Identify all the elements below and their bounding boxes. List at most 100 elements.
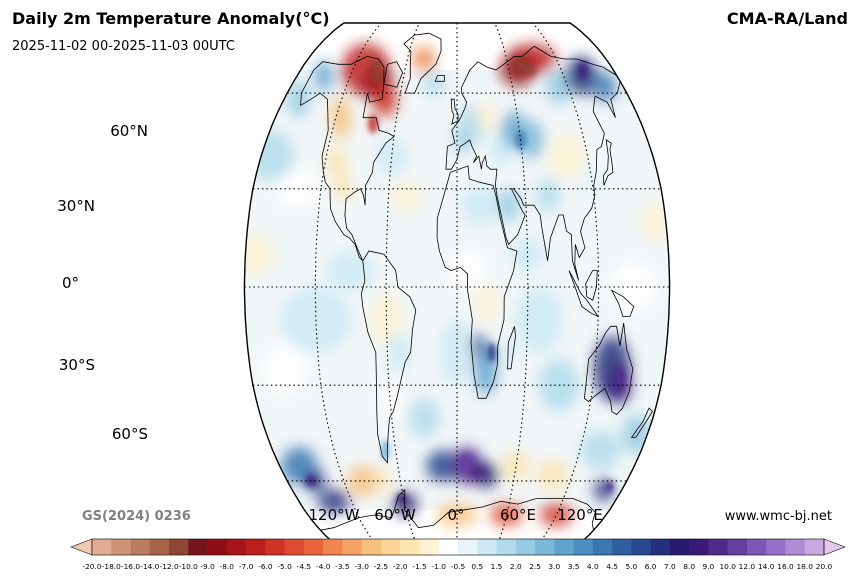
colorbar-swatch — [496, 539, 517, 555]
colorbar-swatch — [342, 539, 362, 555]
coastline-south-america — [360, 250, 417, 464]
colorbar-swatch — [323, 539, 343, 555]
anomaly-patch — [580, 430, 621, 470]
colorbar-swatch — [727, 539, 748, 555]
coastline-japan — [602, 139, 614, 186]
coastline-north-america — [300, 55, 395, 262]
colorbar-swatch — [554, 539, 574, 555]
anomaly-patch — [593, 72, 617, 102]
anomaly-patch — [325, 146, 348, 179]
anomaly-patch — [372, 468, 391, 494]
colorbar-tick-label: -16.0 — [120, 562, 141, 571]
colorbar-tick-label: -2.5 — [373, 562, 389, 571]
anomaly-core — [513, 56, 528, 73]
lat-label-60n: 60°N — [110, 122, 148, 140]
anomaly-patch — [515, 287, 563, 353]
lon-label-0: 0° — [447, 506, 465, 524]
colorbar-tick-label: 10.0 — [719, 562, 736, 571]
colorbar-swatch — [689, 539, 709, 555]
colorbar-swatch — [477, 539, 497, 555]
anomaly-patch — [409, 398, 440, 438]
anomaly-patch — [461, 185, 499, 225]
coastline-baffin — [383, 61, 404, 88]
lat-label-60s: 60°S — [111, 425, 148, 443]
lat-label-0: 0° — [61, 274, 79, 292]
anomaly-patch — [330, 96, 351, 140]
anomaly-patch — [511, 237, 544, 271]
colorbar-frame — [91, 538, 825, 556]
colorbar-swatch — [265, 539, 285, 555]
anomaly-core — [371, 67, 383, 84]
colorbar-extend-low — [70, 538, 93, 556]
colorbar-tick-label: 4.5 — [606, 562, 618, 571]
lat-label-30n: 30°N — [57, 197, 95, 215]
anomaly-patch — [315, 59, 333, 93]
anomaly-core — [613, 365, 625, 392]
anomaly-patch — [546, 133, 586, 179]
colorbar-tick-label: 2.0 — [509, 562, 522, 571]
colorbar — [70, 538, 846, 556]
colorbar-swatch — [458, 539, 478, 555]
anomaly-patch — [640, 201, 669, 242]
colorbar-tick-label: -5.0 — [277, 562, 292, 571]
anomaly-patch — [502, 339, 517, 366]
coastline-antarctica — [320, 488, 596, 531]
colorbar-tick-label: 6.0 — [644, 562, 657, 571]
colorbar-extend-high — [823, 538, 846, 556]
colorbar-swatch — [804, 539, 825, 555]
colorbar-tick-label: -3.0 — [354, 562, 369, 571]
colorbar-tick-label: 9.0 — [702, 562, 715, 571]
colorbar-swatch — [592, 539, 613, 555]
anomaly-patch — [287, 81, 310, 118]
coastline-madagascar — [507, 326, 516, 370]
colorbar-tick-label: 0.5 — [471, 562, 484, 571]
colorbar-tick-label: 14.0 — [757, 562, 775, 571]
colorbar-tick-label: -18.0 — [101, 562, 121, 571]
colorbar-swatch — [207, 539, 228, 555]
anomaly-patch — [318, 489, 350, 513]
anomaly-patch — [502, 450, 530, 482]
colorbar-swatch — [284, 539, 305, 555]
colorbar-swatch — [438, 539, 459, 555]
colorbar-swatch — [226, 539, 247, 555]
anomaly-patch — [474, 283, 499, 323]
coastline-australia — [583, 322, 634, 416]
anomaly-patch — [578, 162, 606, 202]
meridian--60 — [385, 23, 420, 551]
lon-label-60w: 60°W — [374, 506, 416, 524]
anomaly-core — [605, 480, 614, 493]
meridian-60 — [494, 23, 529, 551]
anomaly-core — [396, 492, 408, 505]
colorbar-tick-label: -4.0 — [315, 562, 331, 571]
anomaly-patch — [539, 504, 573, 526]
anomaly-patch — [347, 465, 378, 497]
colorbar-swatch — [612, 539, 632, 555]
colorbar-tick-label: -1.0 — [431, 562, 446, 571]
lon-label-120w: 120°W — [308, 506, 360, 524]
colorbar-swatch — [785, 539, 806, 555]
colorbar-tick-label: 20.0 — [815, 562, 833, 571]
dataset-name: CMA-RA/Land — [726, 9, 848, 28]
coastline-greenland — [403, 32, 442, 94]
colorbar-swatch — [766, 539, 786, 555]
website-link: www.wmc-bj.net — [724, 509, 832, 524]
colorbar-swatch — [246, 539, 266, 555]
anomaly-core — [458, 453, 475, 472]
anomaly-core — [577, 61, 589, 79]
colorbar-tick-label: 2.5 — [529, 562, 541, 571]
map-approval-code: GS(2024) 0236 — [82, 509, 191, 524]
colorbar-swatch — [515, 539, 536, 555]
colorbar-tick-label: -12.0 — [159, 562, 179, 571]
colorbar-tick-label: -14.0 — [140, 562, 160, 571]
colorbar-swatch — [746, 539, 767, 555]
graticule — [244, 23, 670, 551]
colorbar-swatch — [188, 539, 208, 555]
anomaly-core — [367, 114, 379, 134]
colorbar-tick-label: -0.5 — [450, 562, 466, 571]
anomaly-patch — [392, 178, 420, 212]
colorbar-tick-label: 18.0 — [796, 562, 813, 571]
colorbar-swatch — [650, 539, 671, 555]
colorbar-tick-label: -1.5 — [412, 562, 427, 571]
colorbar-swatch — [169, 539, 189, 555]
